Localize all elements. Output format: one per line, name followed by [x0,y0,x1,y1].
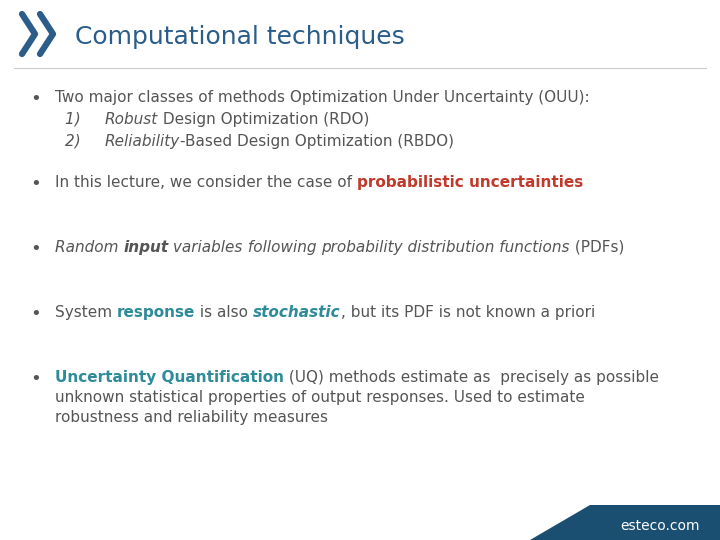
Text: 2): 2) [65,134,100,149]
Text: In this lecture, we consider the case of: In this lecture, we consider the case of [55,175,357,190]
Text: Design Optimization (RDO): Design Optimization (RDO) [158,112,369,127]
Text: •: • [30,305,41,323]
Text: is also: is also [195,305,253,320]
Text: 1): 1) [65,112,100,127]
Text: probability distribution functions: probability distribution functions [321,240,570,255]
Text: Robust: Robust [105,112,158,127]
Text: •: • [30,240,41,258]
Text: •: • [30,90,41,108]
Text: Two major classes of methods Optimization Under Uncertainty (OUU):: Two major classes of methods Optimizatio… [55,90,590,105]
Text: •: • [30,370,41,388]
Text: System: System [55,305,117,320]
Text: Computational techniques: Computational techniques [75,25,405,49]
Polygon shape [530,505,720,540]
Text: -Based Design Optimization (RBDO): -Based Design Optimization (RBDO) [180,134,454,149]
Text: following: following [243,240,321,255]
Text: (PDFs): (PDFs) [570,240,624,255]
Text: , but its PDF is not known a priori: , but its PDF is not known a priori [341,305,595,320]
Text: (UQ) methods estimate as  precisely as possible: (UQ) methods estimate as precisely as po… [284,370,659,385]
Text: probabilistic uncertainties: probabilistic uncertainties [357,175,583,190]
Text: response: response [117,305,195,320]
Text: Uncertainty Quantification: Uncertainty Quantification [55,370,284,385]
Text: unknown statistical properties of output responses. Used to estimate: unknown statistical properties of output… [55,390,585,405]
Text: variables: variables [168,240,243,255]
Text: •: • [30,175,41,193]
Text: Reliability: Reliability [105,134,180,149]
Text: Random: Random [55,240,123,255]
Text: stochastic: stochastic [253,305,341,320]
Text: esteco.com: esteco.com [621,519,700,533]
Text: input: input [123,240,168,255]
Text: robustness and reliability measures: robustness and reliability measures [55,410,328,425]
